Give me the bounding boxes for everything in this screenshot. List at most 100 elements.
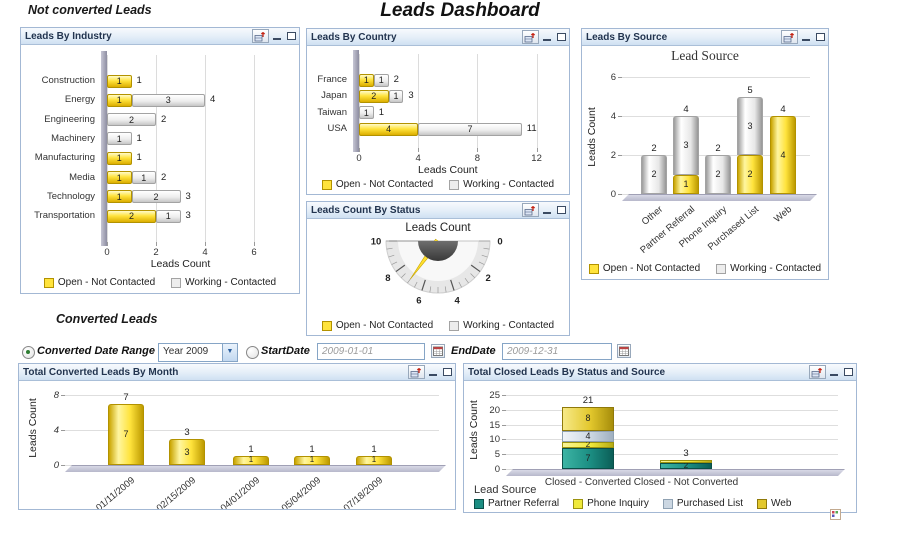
category-label: Closed - Converted <box>544 477 632 488</box>
legend-item: Partner Referral <box>474 498 559 509</box>
grid-line <box>477 54 479 148</box>
segment-value: 7 <box>467 124 473 135</box>
total-value: 3 <box>185 210 191 222</box>
legend-label: Working - Contacted <box>730 263 822 274</box>
open-swatch-icon <box>321 179 332 190</box>
segment-value: 1 <box>116 133 122 144</box>
y-tick-label: 10 <box>489 434 500 446</box>
segment-value: 7 <box>123 429 129 440</box>
maximize-icon[interactable] <box>815 32 826 43</box>
grid-line <box>506 454 838 456</box>
bar-segment-working <box>359 106 374 120</box>
grid-line <box>65 395 439 397</box>
export-icon[interactable] <box>252 29 269 43</box>
date-range-label[interactable]: Converted Date Range <box>37 345 155 357</box>
minimize-icon[interactable] <box>428 367 439 378</box>
working-swatch-icon <box>716 263 727 274</box>
x-tick-label: 2 <box>153 247 159 258</box>
category-label: Machinery <box>51 132 95 144</box>
grid-line <box>107 55 108 242</box>
y-tick-label: 25 <box>489 390 500 401</box>
tick-mark <box>254 242 255 246</box>
export-icon[interactable] <box>408 365 425 379</box>
segment-value: 3 <box>747 120 753 131</box>
segment-value: 1 <box>116 95 122 106</box>
segment-value: 1 <box>116 172 122 183</box>
segment-value: 2 <box>747 169 753 179</box>
total-value: 1 <box>309 444 315 456</box>
category-label: 02/15/2009 <box>154 475 199 509</box>
segment-value: 2 <box>715 169 721 179</box>
bar-segment-open <box>294 456 330 465</box>
panel-leads-by-source: Leads By Source Lead Source 0 2 4 6 2 2 Other 1… <box>581 28 829 280</box>
panel-header: Total Converted Leads By Month <box>19 364 455 381</box>
tick-mark <box>618 116 622 117</box>
export-icon[interactable] <box>781 30 798 44</box>
segment-value: 8 <box>585 412 591 423</box>
export-icon[interactable] <box>522 203 539 217</box>
end-date-input[interactable] <box>502 343 612 360</box>
end-date-label[interactable]: EndDate <box>451 345 496 357</box>
total-value: 4 <box>780 104 786 115</box>
minimize-icon[interactable] <box>542 32 553 43</box>
maximize-icon[interactable] <box>286 31 297 42</box>
minimize-icon[interactable] <box>801 32 812 43</box>
maximize-icon[interactable] <box>843 367 854 378</box>
country-chart: 0 4 8 12 France 1 1 2 Japan 2 1 3 Taiwan 1 1 USA 4 7 11 Lea… <box>307 46 569 194</box>
export-icon[interactable] <box>522 30 539 44</box>
segment-value: 3 <box>683 140 689 150</box>
export-icon[interactable] <box>809 365 826 379</box>
legend-label: Working - Contacted <box>185 277 277 288</box>
tick-mark <box>477 148 479 152</box>
total-value: 1 <box>136 132 142 144</box>
minimize-icon[interactable] <box>542 205 553 216</box>
panel-total-converted-by-month: Total Converted Leads By Month 0 4 8 7 7 01/1… <box>18 363 456 510</box>
category-label: Construction <box>41 75 95 86</box>
start-date-calendar-icon[interactable] <box>431 344 445 358</box>
closed-by-status-chart: 0 5 10 15 20 25 7 2 4 8 21 Closed - Converted 2 3 Clos… <box>464 381 856 512</box>
end-date-calendar-icon[interactable] <box>617 344 631 358</box>
segment-value: 1 <box>683 178 689 189</box>
start-date-input[interactable] <box>317 343 425 360</box>
bar-segment-open <box>107 74 132 88</box>
grid-line <box>506 395 838 396</box>
legend-label: Phone Inquiry <box>587 498 649 509</box>
chart-floor <box>506 469 845 476</box>
bar-segment-working <box>107 132 132 146</box>
category-label: 04/01/2009 <box>218 475 263 509</box>
tick-mark <box>618 77 622 78</box>
partner-swatch-icon <box>474 498 484 509</box>
y-axis-title: Leads Count <box>468 400 480 460</box>
maximize-icon[interactable] <box>556 32 567 43</box>
bar-segment-working <box>107 113 156 127</box>
minimize-icon[interactable] <box>829 367 840 378</box>
x-tick-label: 0 <box>104 247 110 258</box>
segment-value: 2 <box>683 461 689 471</box>
bar-segment-open <box>107 93 132 107</box>
tick-mark <box>205 242 206 246</box>
chevron-down-icon[interactable]: ▼ <box>222 344 237 361</box>
maximize-icon[interactable] <box>556 205 567 216</box>
panel-header: Leads By Industry <box>21 28 299 45</box>
category-label: 07/18/2009 <box>341 475 386 509</box>
segment-value: 1 <box>116 76 122 86</box>
start-date-label[interactable]: StartDate <box>261 345 310 357</box>
svg-text:0: 0 <box>497 237 502 248</box>
svg-text:10: 10 <box>371 237 382 248</box>
phone-swatch-icon <box>573 498 584 509</box>
date-range-radio[interactable] <box>22 346 35 359</box>
date-range-select[interactable]: Year 2009 ▼ <box>158 343 238 362</box>
total-value: 2 <box>651 143 657 154</box>
segment-value: 3 <box>184 446 190 457</box>
start-date-radio[interactable] <box>246 346 259 359</box>
total-value: 7 <box>123 392 129 404</box>
minimize-icon[interactable] <box>272 31 283 42</box>
total-value: 3 <box>185 190 191 202</box>
grid-line <box>506 409 838 411</box>
bar-segment-open <box>107 151 132 165</box>
chart-floor <box>622 194 817 201</box>
legend-label: Working - Contacted <box>463 320 555 331</box>
tick-mark <box>618 155 622 156</box>
maximize-icon[interactable] <box>442 367 453 378</box>
